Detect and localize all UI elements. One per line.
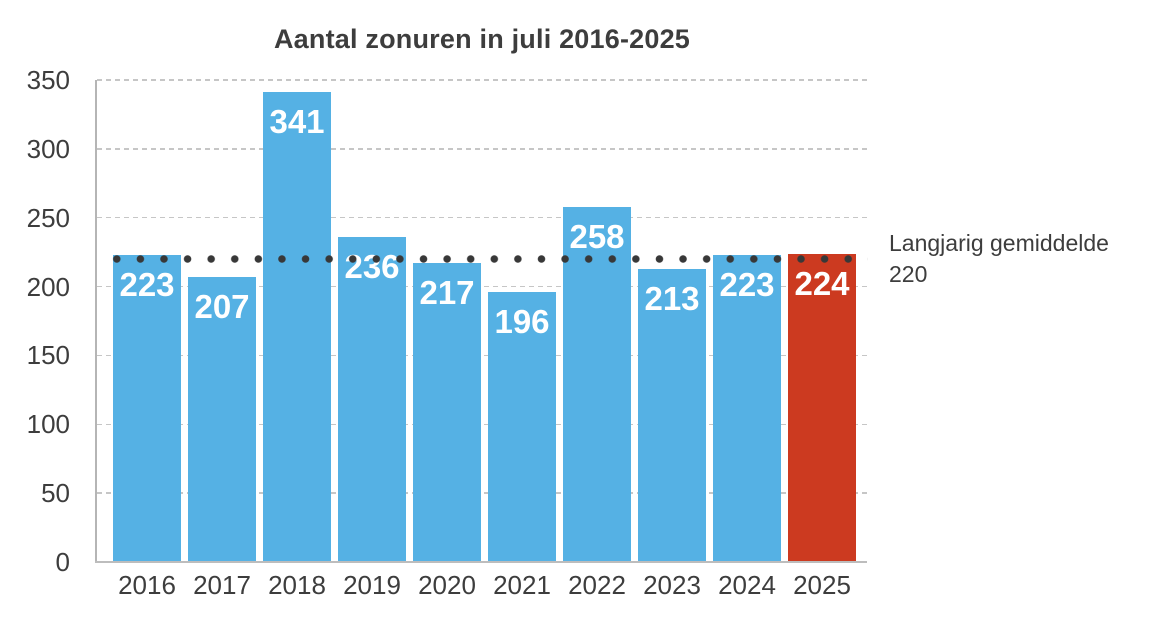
gridline-250 bbox=[97, 216, 867, 219]
bar-value-label: 196 bbox=[494, 303, 550, 341]
y-tick-label-250: 250 bbox=[26, 202, 70, 233]
gridline-200 bbox=[97, 285, 867, 288]
x-tick-label-2025: 2025 bbox=[793, 570, 851, 600]
gridline-100 bbox=[97, 423, 867, 426]
bar-value-label: 217 bbox=[419, 274, 475, 312]
gridline-300 bbox=[97, 148, 867, 150]
bar-value-label: 213 bbox=[644, 279, 700, 317]
x-tick-label-2024: 2024 bbox=[718, 570, 776, 600]
bar-2023: 213 bbox=[638, 268, 706, 561]
gridline-350 bbox=[97, 79, 867, 81]
bar-value-label: 341 bbox=[269, 103, 325, 141]
bar-2025: 224 bbox=[788, 253, 856, 561]
y-axis-line bbox=[95, 80, 97, 562]
bar-value-label: 224 bbox=[794, 264, 850, 302]
x-axis-baseline bbox=[95, 561, 867, 563]
y-tick-label-200: 200 bbox=[26, 271, 70, 302]
y-tick-label-300: 300 bbox=[26, 133, 70, 164]
x-tick-label-2021: 2021 bbox=[493, 570, 551, 600]
chart-title: Aantal zonuren in juli 2016-2025 bbox=[273, 24, 691, 54]
bar-value-label: 258 bbox=[569, 217, 625, 255]
bar-value-label: 223 bbox=[119, 265, 175, 303]
average-line-annotation: Langjarig gemiddelde 220 bbox=[889, 228, 1154, 290]
y-tick-label-0: 0 bbox=[55, 547, 70, 577]
average-line-label: Langjarig gemiddelde bbox=[889, 230, 1109, 256]
bar-2017: 207 bbox=[188, 276, 256, 561]
gridline-50 bbox=[97, 492, 867, 494]
average-dotted-line bbox=[110, 252, 868, 267]
y-tick-label-150: 150 bbox=[26, 340, 70, 371]
bar-2020: 217 bbox=[413, 263, 481, 561]
bar-2018: 341 bbox=[263, 92, 331, 561]
x-tick-label-2022: 2022 bbox=[568, 570, 626, 600]
average-line-value: 220 bbox=[889, 261, 928, 287]
x-tick-label-2016: 2016 bbox=[118, 570, 176, 600]
x-tick-label-2023: 2023 bbox=[643, 570, 701, 600]
y-tick-label-350: 350 bbox=[26, 65, 70, 95]
bar-value-label: 223 bbox=[719, 265, 775, 303]
bar-2021: 196 bbox=[488, 292, 556, 561]
x-tick-label-2019: 2019 bbox=[343, 570, 401, 600]
x-tick-label-2017: 2017 bbox=[193, 570, 251, 600]
y-tick-label-50: 50 bbox=[41, 478, 70, 509]
bar-2019: 236 bbox=[338, 236, 406, 561]
bar-2016: 223 bbox=[113, 254, 181, 561]
y-tick-label-100: 100 bbox=[26, 409, 70, 440]
x-tick-label-2018: 2018 bbox=[268, 570, 326, 600]
bar-2024: 223 bbox=[713, 254, 781, 561]
bar-value-label: 207 bbox=[194, 287, 250, 325]
gridline-150 bbox=[97, 354, 867, 357]
x-tick-label-2020: 2020 bbox=[418, 570, 476, 600]
